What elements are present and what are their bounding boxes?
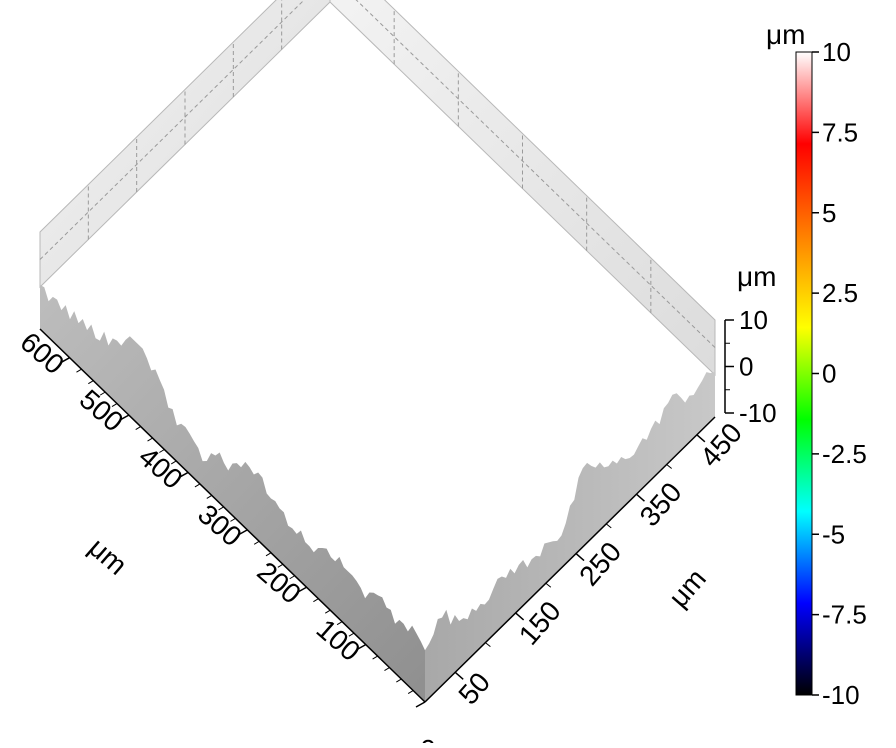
colorbar-tick-label: 0 xyxy=(822,359,836,389)
x-minor-tick xyxy=(76,369,81,372)
x-minor-tick xyxy=(88,381,93,384)
surface-side-walls xyxy=(40,285,715,702)
colorbar-tick-label: -2.5 xyxy=(822,439,867,469)
y-minor-tick xyxy=(667,465,672,469)
colorbar-tick-label: 7.5 xyxy=(822,117,858,147)
x-minor-tick xyxy=(396,679,401,682)
x-tick xyxy=(416,702,425,707)
z-axis-title: μm xyxy=(737,261,776,292)
colorbar-title: μm xyxy=(766,19,805,50)
y-minor-tick xyxy=(485,643,490,647)
x-minor-tick xyxy=(266,553,271,556)
y-tick-label: 50 xyxy=(452,666,496,710)
x-minor-tick xyxy=(195,484,200,487)
x-minor-tick xyxy=(384,668,389,671)
x-minor-tick xyxy=(408,691,413,694)
y-minor-tick xyxy=(546,583,551,587)
colorbar-tick-label: 2.5 xyxy=(822,278,858,308)
x-minor-tick xyxy=(207,495,212,498)
colorbar-tick-label: 5 xyxy=(822,198,836,228)
z-tick-label: -10 xyxy=(739,398,777,428)
colorbar: 10 7.5 5 2.5 0 -2.5 -5 -7.5 -10 μm xyxy=(766,19,867,710)
x-axis: 6005004003002001000μm xyxy=(14,326,435,743)
x-minor-tick xyxy=(313,599,318,602)
x-minor-tick xyxy=(373,656,378,659)
z-tick-label: 10 xyxy=(739,305,768,335)
side-wall-front-right xyxy=(425,372,715,702)
x-minor-tick xyxy=(254,541,259,544)
x-axis-title: μm xyxy=(83,532,133,581)
colorbar-tick-label: 10 xyxy=(822,37,851,67)
z-axis: 10 0 -10 μm xyxy=(725,261,777,428)
x-minor-tick xyxy=(148,438,153,441)
x-minor-tick xyxy=(136,427,141,430)
y-minor-tick xyxy=(606,524,611,528)
x-minor-tick xyxy=(325,610,330,613)
x-tick-label: 0 xyxy=(420,734,436,743)
colorbar-tick-label: -10 xyxy=(822,680,860,710)
plot-box-back xyxy=(40,0,715,375)
y-axis-title: μm xyxy=(663,563,712,613)
colorbar-gradient xyxy=(796,52,812,695)
z-tick-label: 0 xyxy=(739,352,753,382)
side-wall-front-left xyxy=(40,285,425,702)
colorbar-tick-label: -7.5 xyxy=(822,600,867,630)
colorbar-tick-label: -5 xyxy=(822,519,845,549)
y-axis-line xyxy=(425,417,715,702)
